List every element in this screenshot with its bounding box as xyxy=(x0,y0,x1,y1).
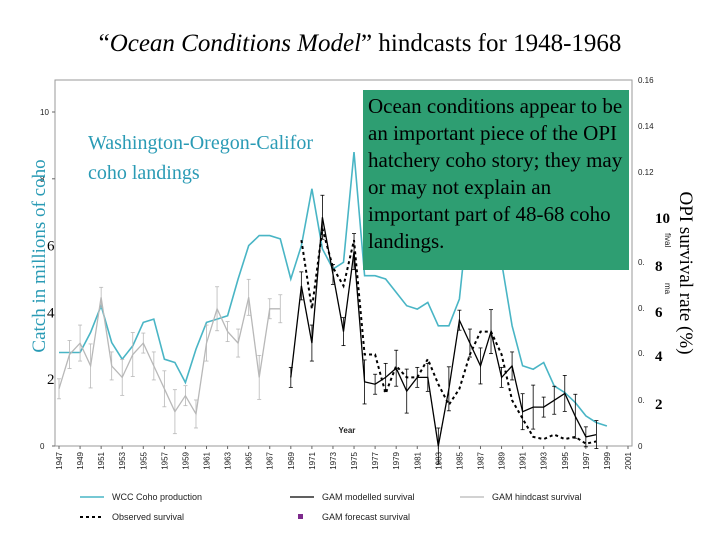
legend-marker-4 xyxy=(298,514,303,519)
chart-title: “Ocean Conditions Model” hindcasts for 1… xyxy=(0,30,720,58)
x-tick-label: 1999 xyxy=(603,451,612,469)
x-tick-label: 1973 xyxy=(329,451,338,469)
x-tick-label: 1989 xyxy=(498,451,507,469)
right-fragment-label: fival xyxy=(663,233,672,247)
x-tick-label: 1983 xyxy=(434,451,443,469)
right-tick-label: 0.14 xyxy=(638,122,654,131)
x-tick-label: 1995 xyxy=(561,451,570,469)
x-tick-label: 1969 xyxy=(287,451,296,469)
inset-label-line1: Washington-Oregon-Califor xyxy=(88,132,313,154)
left-tick-label: 8 xyxy=(40,175,45,184)
x-tick-label: 1955 xyxy=(139,451,148,469)
callout-box: Ocean conditions appear to be an importa… xyxy=(363,90,629,270)
x-tick-label: 1987 xyxy=(476,451,485,469)
x-tick-label: 1981 xyxy=(413,451,422,469)
x-tick-label: 1979 xyxy=(392,451,401,469)
series-line-1 xyxy=(290,217,597,447)
left-big-tick-label: 4 xyxy=(47,305,55,321)
left-big-tick-label: 2 xyxy=(47,372,55,388)
x-axis-title: Year xyxy=(339,426,356,435)
series-line-2 xyxy=(58,297,281,416)
right-big-tick-label: 4 xyxy=(655,349,663,365)
x-tick-label: 1975 xyxy=(350,451,359,469)
title-rest: ” hindcasts for 1948-1968 xyxy=(361,30,622,57)
right-tick-label: 0. xyxy=(638,258,645,267)
right-tick-label: 0.16 xyxy=(638,76,654,85)
right-tick-label: 0. xyxy=(638,349,645,358)
x-tick-label: 1963 xyxy=(224,451,233,469)
left-axis-label: Catch in millions of coho xyxy=(29,159,50,353)
x-tick-label: 1985 xyxy=(455,451,464,469)
x-tick-label: 1947 xyxy=(55,451,64,469)
left-big-tick-label: 6 xyxy=(47,239,55,255)
x-tick-label: 2001 xyxy=(624,451,633,469)
right-tick-label: 0 xyxy=(638,442,643,451)
x-tick-label: 1965 xyxy=(245,451,254,469)
right-tick-label: 0. xyxy=(638,304,645,313)
right-tick-label: 0.12 xyxy=(638,168,654,177)
x-tick-label: 1993 xyxy=(540,451,549,469)
legend-label-4: GAM forecast survival xyxy=(322,512,410,522)
x-tick-label: 1967 xyxy=(266,451,275,469)
legend-label-1: GAM modelled survival xyxy=(322,492,415,502)
series-layer xyxy=(57,152,608,465)
x-tick-label: 1959 xyxy=(181,451,190,469)
legend: WCC Coho production GAM modelled survival… xyxy=(80,492,582,522)
legend-label-0: WCC Coho production xyxy=(112,492,202,502)
right-tick-label: 0. xyxy=(638,396,645,405)
x-tick-label: 1949 xyxy=(76,451,85,469)
title-open-quote: “ xyxy=(98,30,110,57)
x-tick-label: 1971 xyxy=(308,451,317,469)
x-tick-label: 1953 xyxy=(118,451,127,469)
legend-label-3: Observed survival xyxy=(112,512,184,522)
right-big-tick-label: 2 xyxy=(655,397,663,413)
title-italic: Ocean Conditions Model xyxy=(109,30,362,57)
x-tick-label: 1991 xyxy=(519,451,528,469)
left-tick-label: 10 xyxy=(40,108,49,117)
right-big-tick-label: 10 xyxy=(655,211,670,227)
right-big-tick-label: 6 xyxy=(655,305,663,321)
inset-label-line2: coho landings xyxy=(88,162,200,184)
x-tick-label: 1961 xyxy=(203,451,212,469)
x-tick-label: 1997 xyxy=(582,451,591,469)
axes-group: 1947 1949 1951 1953 1955 1957 1959 1961 1963 1965… xyxy=(40,76,672,470)
x-tick-label: 1977 xyxy=(371,451,380,469)
x-tick-label: 1957 xyxy=(160,451,169,469)
right-fragment-label: ma xyxy=(663,283,672,295)
left-tick-label: 0 xyxy=(40,442,45,451)
right-big-tick-label: 8 xyxy=(655,259,663,275)
inset-label: Washington-Oregon-Califor coho landings xyxy=(88,128,313,188)
x-tick-label: 1951 xyxy=(97,451,106,469)
right-axis-label: OPI survival rate (%) xyxy=(675,191,696,355)
legend-label-2: GAM hindcast survival xyxy=(492,492,582,502)
